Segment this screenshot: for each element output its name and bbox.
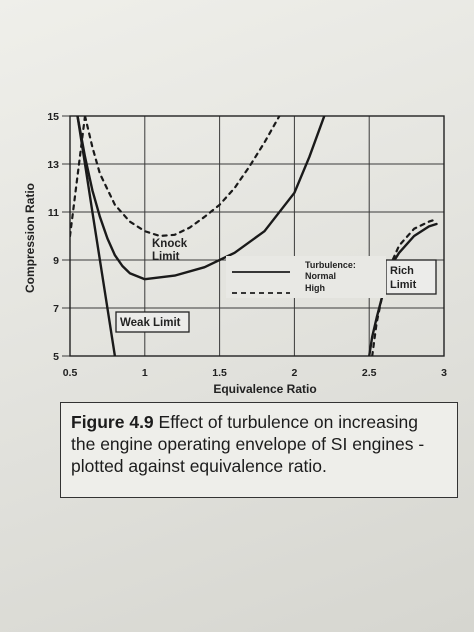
knock-limit-annotation: Knock Limit (152, 238, 188, 263)
grid-lines (62, 115, 445, 357)
normal-turbulence-curve-2 (76, 116, 117, 356)
y-tick-label: 9 (53, 255, 59, 267)
high-turbulence-curve-1 (83, 116, 281, 238)
high-turbulence-curve-5 (371, 218, 438, 356)
legend-title: Turbulence: (305, 260, 356, 270)
x-tick-label: 3 (441, 367, 447, 379)
rich-limit-box (385, 259, 437, 295)
y-axis-label: Compression Ratio (23, 183, 37, 293)
legend: Turbulence: Normal High (226, 256, 386, 298)
series-layer (70, 116, 438, 356)
caption-text: Effect of turbulence on increasing the e… (71, 412, 425, 476)
legend-normal-label: Normal (305, 271, 336, 281)
y-tick-label: 11 (48, 207, 59, 219)
x-tick-label: 1.5 (212, 367, 227, 379)
y-tick-label: 7 (53, 303, 59, 315)
y-tick-label: 15 (47, 111, 59, 123)
axis-ticks: 0.5 1 1.5 2 2.5 3 5 7 9 11 13 15 (47, 111, 447, 379)
x-tick-label: 1 (142, 367, 148, 379)
y-tick-label: 13 (47, 159, 59, 171)
x-tick-label: 2 (291, 367, 297, 379)
weak-limit-label: Weak Limit (120, 317, 181, 329)
rich-limit-label: Rich Limit (390, 265, 417, 291)
high-turbulence-curve-3 (70, 116, 87, 245)
weak-limit-annotation: Weak Limit (115, 311, 190, 333)
legend-high-label: High (305, 283, 325, 293)
x-axis-label: Equivalence Ratio (213, 382, 316, 396)
rich-limit-annotation: Rich Limit (385, 259, 437, 295)
figure-number: Figure 4.9 (71, 412, 154, 432)
x-tick-label: 0.5 (63, 367, 78, 379)
weak-limit-box (115, 311, 190, 333)
knock-limit-label: Knock Limit (152, 238, 188, 263)
x-tick-label: 2.5 (362, 367, 377, 379)
figure-caption: Figure 4.9 Effect of turbulence on incre… (60, 402, 458, 498)
y-tick-label: 5 (53, 351, 59, 363)
normal-turbulence-curve-0 (76, 116, 326, 281)
